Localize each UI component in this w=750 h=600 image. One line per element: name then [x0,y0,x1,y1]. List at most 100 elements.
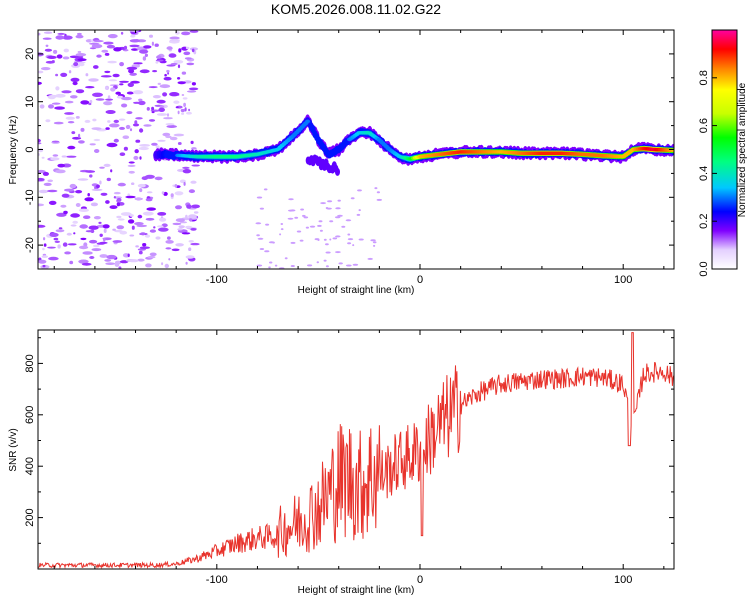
spectrogram-noise-speckle [167,236,171,240]
colorbar-tick-label: 0.0 [698,261,710,276]
spectrogram-noise-speckle [75,89,85,94]
spectrogram-noise-speckle [325,265,329,268]
spectrogram-noise-speckle [55,73,59,77]
spectrogram-noise-speckle [373,244,376,247]
spectrogram-noise-speckle [114,229,123,233]
spectrogram-noise-speckle [128,170,135,174]
spectrogram-noise-speckle [139,144,151,147]
spectrogram-x-axis-label: Height of straight line (km) [298,285,415,296]
spectrogram-noise-speckle [103,163,111,167]
spectrogram-noise-speckle [335,235,341,238]
spectrogram-noise-speckle [166,125,177,128]
spectrogram-noise-speckle [113,138,119,143]
y-tick-label: 0 [24,146,36,152]
spectrogram-noise-speckle [323,238,327,241]
spectrogram-noise-speckle [80,237,87,241]
spectrogram-noise-speckle [91,248,102,252]
spectrogram-noise-speckle [93,244,100,248]
spectrogram-noise-speckle [47,189,58,193]
spectrogram-noise-speckle [38,189,49,194]
spectrogram-noise-speckle [191,48,195,53]
spectrogram-noise-speckle [92,92,103,98]
snr-ticks: -100 0 100 200 400 600 800 [24,330,674,586]
spectrogram-noise-speckle [183,102,187,107]
spectrogram-noise-speckle [337,214,343,217]
spectrogram-noise-speckle [48,104,54,109]
spectrogram-noise-speckle [188,214,197,219]
spectrogram-noise-speckle [75,116,80,119]
spectrogram-noise-speckle [358,238,364,241]
chart-title: KOM5.2026.008.11.02.G22 [271,1,441,17]
spectrogram-noise-speckle [70,95,78,99]
spectrogram-noise-speckle [152,70,158,73]
spectrogram-noise-speckle [99,180,102,185]
spectrogram-noise-speckle [71,131,76,135]
spectrogram-noise-speckle [55,229,65,233]
spectrogram-noise-speckle [191,82,196,86]
spectrogram-noise-speckle [69,183,77,189]
spectrogram-noise-speckle [135,245,139,248]
spectrogram-noise-speckle [61,193,70,198]
spectrogram-noise-speckle [173,133,185,137]
colorbar-tick-label: 0.6 [698,118,710,133]
spectrogram-noise-speckle [341,225,346,228]
spectrogram-noise-speckle [109,205,118,210]
spectrogram-noise-speckle [302,214,306,217]
spectrogram-noise-speckle [112,228,116,231]
spectrogram-noise-speckle [337,199,341,202]
spectrogram-noise-speckle [104,70,111,74]
spectrogram-noise-speckle [122,135,130,139]
spectrogram-noise-speckle [85,86,95,89]
spectrogram-noise-speckle [82,251,93,255]
spectrogram-noise-speckle [115,91,121,95]
spectrogram-noise-speckle [80,100,90,105]
spectrogram-noise-speckle [145,263,152,268]
spectrogram-noise-speckle [352,263,359,266]
spectrogram-noise-speckle [43,243,47,247]
spectrogram-noise-speckle [105,262,116,266]
spectrogram-noise-speckle [52,154,59,157]
spectrogram-noise-speckle [148,86,158,89]
x-tick-label: 100 [614,574,632,586]
colorbar-tick-label: 0.2 [698,214,710,229]
spectrogram-noise-speckle [142,211,154,216]
spectrogram-noise-speckle [139,188,143,193]
spectrogram-noise-speckle [183,181,186,186]
spectrogram-noise-speckle [84,119,91,123]
spectrogram-noise-speckle [119,83,124,86]
spectrogram-noise-speckle [290,241,296,244]
spectrogram-noise-speckle [264,250,270,253]
spectrogram-noise-speckle [105,200,110,204]
spectrogram-noise-speckle [134,222,144,226]
spectrogram-noise-speckle [325,207,329,209]
spectrogram-noise-speckle [131,48,139,51]
snr-plot-area [38,330,674,569]
spectrogram-noise-speckle [41,156,45,159]
y-tick-label: 20 [24,48,36,60]
spectrogram-noise-speckle [121,103,128,108]
spectrogram-noise-speckle [106,44,115,49]
spectrogram-noise-speckle [151,142,158,146]
spectrogram-noise-speckle [188,240,194,243]
spectrogram-noise-speckle [127,164,136,167]
spectrogram-noise-speckle [144,53,148,57]
spectrogram-noise-speckle [63,188,75,192]
spectrogram-noise-speckle [89,143,96,146]
spectrogram-noise-speckle [96,242,106,245]
spectrogram-noise-speckle [81,262,92,266]
spectrogram-y-axis-label: Frequency (Hz) [8,116,19,185]
spectrogram-noise-speckle [269,261,273,264]
spectrogram-noise-speckle [48,200,57,205]
spectrogram-noise-speckle [155,59,164,62]
spectrogram-noise-speckle [335,207,341,210]
spectrogram-noise-speckle [166,69,170,73]
spectrogram-noise-speckle [105,98,114,101]
spectrogram-noise-speckle [54,106,65,110]
spectrogram-noise-speckle [55,169,66,174]
spectrogram-noise-speckle [98,221,102,224]
spectrogram-noise-speckle [51,140,60,143]
spectrogram-noise-speckle [190,228,197,231]
spectrogram-noise-speckle [153,226,156,229]
spectrogram-noise-speckle [167,72,170,75]
